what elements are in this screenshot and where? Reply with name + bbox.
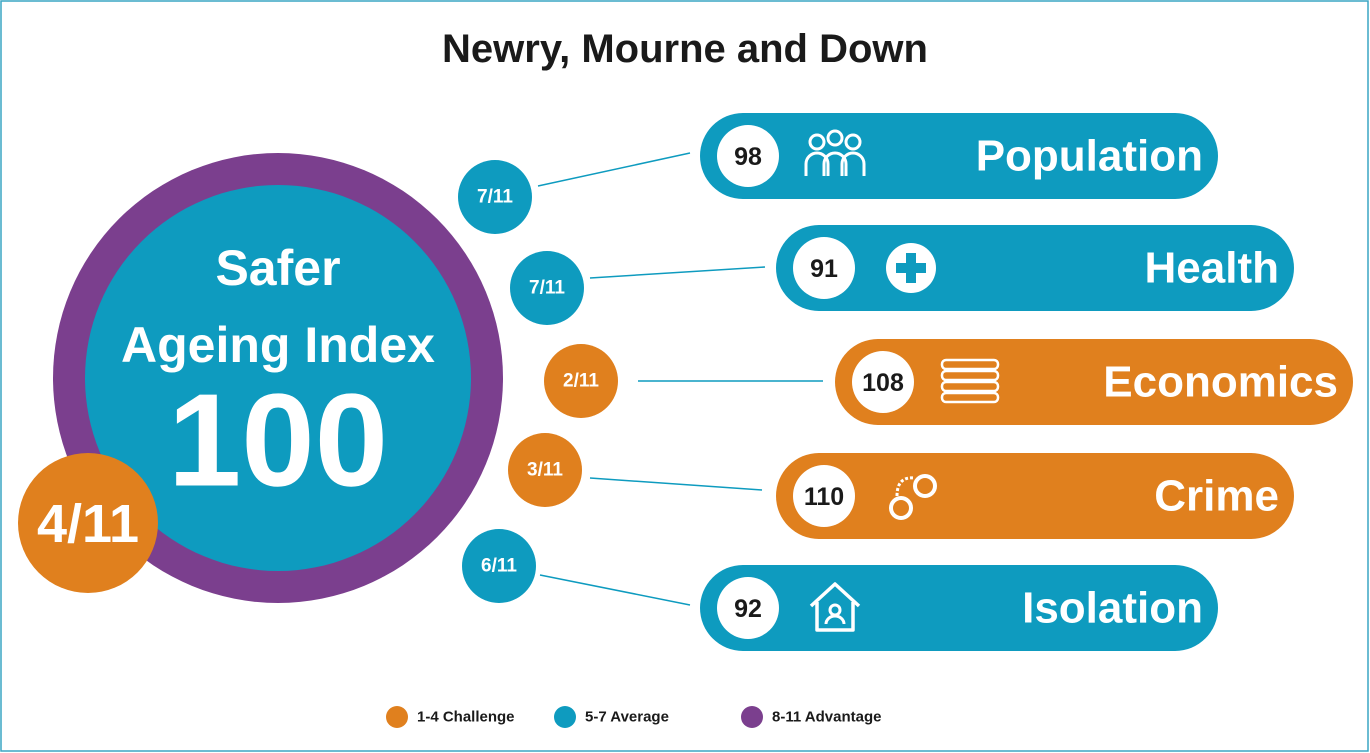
rank-circle	[462, 529, 536, 603]
legend-swatch	[741, 706, 763, 728]
icon-part	[844, 133, 862, 151]
score-circle	[852, 351, 914, 413]
rank-label: 6/11	[481, 556, 517, 577]
icon-part	[940, 391, 1000, 404]
domain-icon	[886, 243, 936, 293]
icon-part	[940, 358, 1000, 371]
score-circle	[793, 465, 855, 527]
domain-name: Isolation	[1022, 584, 1203, 633]
legend-swatch	[554, 706, 576, 728]
icon-part	[840, 151, 866, 176]
icon-part	[804, 151, 830, 176]
index-label: Ageing Index	[121, 317, 435, 373]
domain-score: 110	[804, 483, 844, 511]
icon-part	[809, 582, 861, 632]
rank-label: 7/11	[529, 278, 565, 299]
domain-icon	[809, 582, 861, 632]
icon-part	[889, 496, 913, 520]
domain-name: Economics	[1103, 358, 1338, 407]
legend-label: 1-4 Challenge	[417, 709, 515, 726]
legend-label: 5-7 Average	[585, 709, 669, 726]
domain-name: Population	[976, 132, 1203, 181]
domain-score: 92	[734, 595, 762, 623]
rank-circle	[458, 160, 532, 234]
connector	[539, 574, 691, 606]
score-circle	[717, 125, 779, 187]
index-label: Safer	[215, 240, 340, 296]
index-circle	[85, 185, 471, 571]
rank-circle	[544, 344, 618, 418]
domain-score: 108	[862, 369, 904, 397]
icon-part	[808, 133, 826, 151]
rank-label: 2/11	[563, 371, 599, 392]
index-rank: 4/11	[37, 494, 139, 554]
domain-icon	[889, 474, 937, 520]
icon-part	[822, 151, 848, 176]
domain-icon	[940, 358, 1000, 404]
domain-name: Crime	[1154, 472, 1279, 521]
icon-part	[913, 474, 937, 498]
rank-label: 7/11	[477, 187, 513, 208]
icon-part	[824, 614, 846, 625]
icon-part	[826, 129, 844, 147]
domain-icon	[804, 129, 866, 176]
title: Newry, Mourne and Down	[442, 27, 928, 71]
legend-swatch	[386, 706, 408, 728]
index-rank-circle	[18, 453, 158, 593]
icon-part	[896, 253, 926, 283]
icon-part	[895, 476, 916, 497]
connector	[537, 152, 691, 187]
legend-label: 8-11 Advantage	[772, 709, 882, 726]
rank-circle	[510, 251, 584, 325]
rank-circle	[508, 433, 582, 507]
domain-name: Health	[1145, 244, 1279, 293]
rank-label: 3/11	[527, 460, 563, 481]
connector	[589, 477, 763, 491]
score-circle	[717, 577, 779, 639]
domain-score: 98	[734, 143, 762, 171]
domain-score: 91	[810, 255, 838, 283]
connector	[589, 266, 766, 279]
index-score: 100	[168, 367, 388, 514]
score-circle	[793, 237, 855, 299]
icon-part	[940, 380, 1000, 393]
icon-part	[940, 369, 1000, 382]
